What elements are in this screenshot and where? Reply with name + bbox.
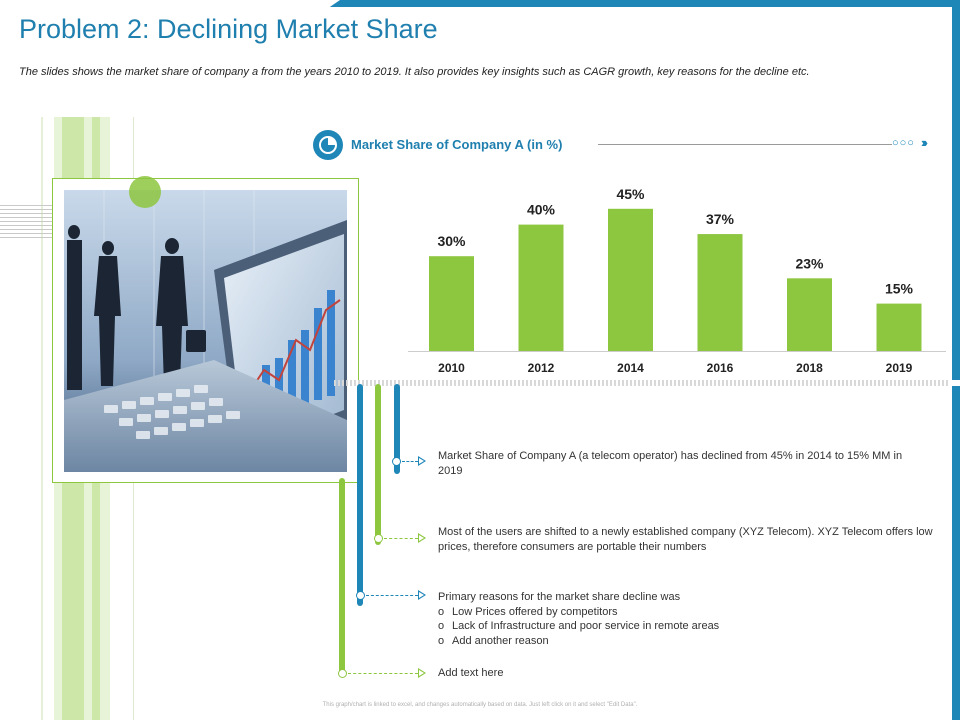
decor-horizontal-lines — [0, 205, 60, 241]
reason-item: Add another reason — [438, 634, 938, 649]
timeline-bar-green — [375, 384, 381, 545]
timeline-node — [374, 534, 383, 543]
timeline-node — [392, 457, 401, 466]
triangle-right-icon — [418, 456, 426, 466]
decor-dotted-band — [334, 380, 950, 386]
bar-2018 — [787, 278, 832, 351]
x-tick-2016: 2016 — [707, 361, 734, 375]
top-accent-bar — [0, 0, 960, 7]
insight-text-3: Primary reasons for the market share dec… — [438, 590, 938, 648]
insight-text-2: Most of the users are shifted to a newly… — [438, 526, 933, 553]
triangle-right-icon — [418, 668, 426, 678]
reason-item: Lack of Infrastructure and poor service … — [438, 619, 938, 634]
reasons-list: Low Prices offered by competitors Lack o… — [438, 605, 938, 649]
slide-title: Problem 2: Declining Market Share — [19, 14, 438, 44]
x-tick-2019: 2019 — [886, 361, 913, 375]
connector-line — [366, 595, 418, 596]
decor-green-circle — [129, 176, 161, 208]
chart-title: Market Share of Company A (in %) — [351, 137, 563, 152]
right-border-notch — [952, 380, 960, 386]
insight-text-4: Add text here — [438, 667, 504, 679]
chevron-right-icon: ››› — [921, 135, 928, 150]
timeline-node — [338, 669, 347, 678]
pie-chart-icon — [313, 130, 343, 160]
triangle-right-icon — [418, 590, 426, 600]
connector-line — [348, 673, 418, 674]
triangle-right-icon — [418, 533, 426, 543]
bar-2010 — [429, 256, 474, 351]
decor-stripe — [41, 117, 43, 720]
right-accent-border — [952, 0, 960, 720]
x-tick-2018: 2018 — [796, 361, 823, 375]
x-tick-2014: 2014 — [617, 361, 644, 375]
footnote: This graph/chart is linked to excel, and… — [322, 702, 638, 708]
value-label-2018: 23% — [795, 255, 824, 271]
connector-line — [384, 538, 418, 539]
value-label-2012: 40% — [527, 202, 556, 218]
bar-2012 — [518, 224, 564, 351]
timeline-node — [356, 591, 365, 600]
slide-subtitle: The slides shows the market share of com… — [19, 66, 810, 78]
reason-item: Low Prices offered by competitors — [438, 605, 938, 620]
x-tick-2010: 2010 — [438, 361, 465, 375]
x-axis-line — [408, 351, 946, 352]
market-share-bar-chart: 30% 2010 40% 2012 45% 2014 37% 2016 23% 2018 15% 20… — [429, 186, 922, 375]
bar-2016 — [697, 234, 743, 351]
business-laptop-photo — [64, 190, 347, 472]
timeline-bar-blue — [394, 384, 400, 474]
bar-2019 — [876, 303, 922, 351]
reasons-intro: Primary reasons for the market share dec… — [438, 591, 681, 603]
value-label-2010: 30% — [437, 233, 466, 249]
connector-line — [402, 461, 418, 462]
header-divider — [598, 144, 892, 145]
top-bar-notch — [0, 0, 340, 7]
photo-frame — [52, 178, 359, 483]
timeline-bar-blue — [357, 384, 363, 606]
timeline-bar-green — [339, 478, 345, 676]
value-label-2016: 37% — [706, 211, 735, 227]
header-dots: ○○○ — [892, 137, 915, 149]
bar-2014 — [608, 208, 653, 351]
value-label-2019: 15% — [885, 281, 914, 297]
value-label-2014: 45% — [616, 186, 645, 202]
x-tick-2012: 2012 — [528, 361, 555, 375]
insight-text-1: Market Share of Company A (a telecom ope… — [438, 450, 903, 477]
